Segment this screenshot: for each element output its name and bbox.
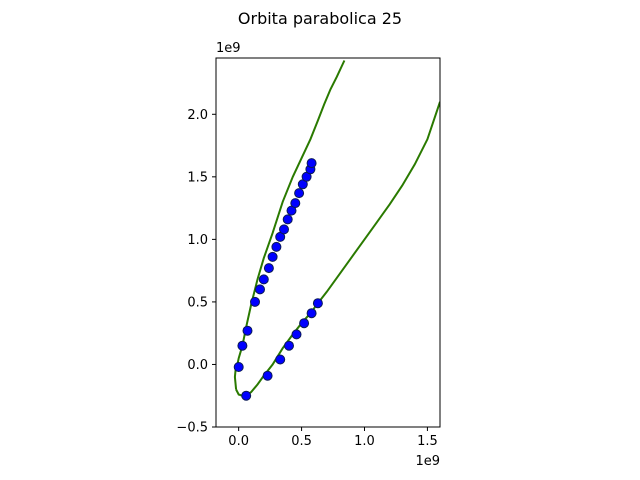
y-tick-label: 0.5 [187,295,208,310]
data-point [279,224,289,235]
data-point [284,340,294,351]
data-point [233,362,244,372]
point-layer [233,158,323,401]
chart-title: Orbita parabolica 25 [238,9,402,28]
data-point [282,214,293,225]
data-point [255,284,265,295]
y-offset-label: 1e9 [216,41,241,56]
data-point [250,296,260,307]
data-point [271,241,282,252]
y-axis: −0.5 0.0 0.5 1.0 1.5 2.0 [176,108,216,436]
x-tick-label: 0.0 [228,434,249,449]
data-point [267,251,278,262]
x-tick-label: 0.5 [291,434,312,449]
axes-frame [215,57,441,428]
data-point [263,263,274,274]
y-tick-label: 2.0 [187,108,208,123]
data-point [262,370,273,381]
data-point [294,188,305,199]
x-tick-label: 1.0 [354,434,375,449]
data-point [237,340,248,351]
data-point [290,198,301,209]
data-point [258,274,269,285]
data-point [306,158,317,169]
curve-layer [233,60,440,397]
y-tick-label: 0.0 [187,358,208,373]
x-tick-label: 1.5 [417,434,438,449]
data-point [312,298,323,309]
y-tick-label: −0.5 [176,421,208,436]
data-point [299,318,310,329]
x-axis: 0.0 0.5 1.0 1.5 [228,427,438,449]
y-tick-label: 1.5 [187,170,208,185]
x-offset-label: 1e9 [415,454,440,469]
data-point [242,325,253,336]
data-point [306,308,317,319]
data-point [241,390,252,401]
data-point [291,329,302,340]
data-point [275,354,286,365]
y-tick-label: 1.0 [187,233,208,248]
